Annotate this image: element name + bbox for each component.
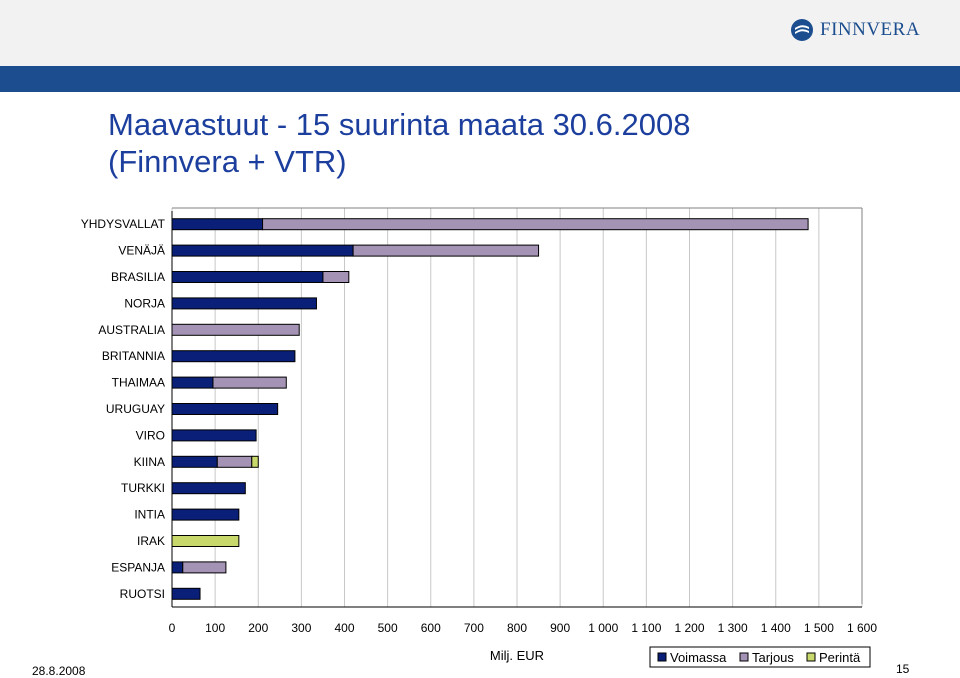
bar-segment [171,482,246,495]
x-tick-label: 1 200 [674,621,704,635]
x-tick-label: 1 600 [847,621,877,635]
bar-segment [216,455,253,468]
category-label: NORJA [124,296,165,310]
legend-swatch [657,652,667,662]
x-tick-label: 1 400 [761,621,791,635]
bar-segment [352,244,540,257]
legend-label: Voimassa [670,650,727,665]
slide-title: Maavastuut - 15 suurinta maata 30.6.2008… [108,106,690,180]
header-bar [0,66,960,92]
x-tick-label: 200 [248,621,268,635]
category-label: TURKKI [121,481,165,495]
x-tick-label: 500 [378,621,398,635]
title-line-2: (Finnvera + VTR) [108,144,347,179]
category-label: BRASILIA [111,270,165,284]
legend-label: Perintä [819,650,861,665]
category-label: VIRO [136,428,165,442]
legend-swatch [739,652,749,662]
bar-segment [171,376,214,389]
finnvera-logo: FINNVERA [790,18,920,42]
legend-swatch [806,652,816,662]
category-label: VENÄJÄ [118,244,165,258]
header: FINNVERA [0,0,960,92]
logo-text: FINNVERA [820,19,921,40]
x-tick-label: 1 000 [588,621,618,635]
bar-segment [171,403,279,415]
footer-date: 28.8.2008 [32,664,86,678]
bar-segment [322,271,350,283]
category-label: AUSTRALIA [98,323,165,337]
page-number: 15 [896,662,910,676]
bar-chart: YHDYSVALLAT VENÄJÄ BRASILIA NORJA AUSTRALIA B… [81,207,877,668]
legend-box [649,646,871,668]
x-tick-label: 300 [291,621,311,635]
category-label: INTIA [134,508,165,522]
x-tick-label: 700 [464,621,484,635]
bar-segment [212,376,287,389]
x-tick-label: 600 [421,621,441,635]
bar-segment [171,508,240,521]
bar-segment [171,587,201,600]
bar-segment [171,350,296,363]
finnvera-logo-icon [791,19,813,41]
bar-segment [171,561,184,574]
bar-segment [171,271,324,283]
bar-segment [171,429,257,442]
x-axis-title: Milj. EUR [490,648,544,663]
category-label: RUOTSI [120,587,165,601]
bar-segment [171,297,317,310]
bar-segment [171,244,354,257]
category-label: BRITANNIA [102,349,165,363]
bar-segment [171,535,240,547]
bar-segment [171,323,300,336]
category-label: THAIMAA [112,376,165,390]
x-tick-label: 900 [550,621,570,635]
category-label: IRAK [137,534,165,548]
x-tick-label: 0 [169,621,176,635]
x-tick-label: 1 300 [718,621,748,635]
bar-segment [171,218,264,231]
category-label: KIINA [134,455,165,469]
category-label: URUGUAY [106,402,165,416]
x-tick-label: 400 [334,621,354,635]
category-label: ESPANJA [111,560,165,574]
legend-label: Tarjous [752,650,794,665]
x-tick-label: 800 [507,621,527,635]
bar-segment [171,455,218,468]
bar-segment [262,218,809,231]
bar-segment [251,455,259,468]
x-tick-label: 100 [205,621,225,635]
category-label: YHDYSVALLAT [81,217,166,231]
x-tick-label: 1 500 [804,621,834,635]
bar-segment [182,561,227,574]
x-tick-label: 1 100 [631,621,661,635]
title-line-1: Maavastuut - 15 suurinta maata 30.6.2008 [108,107,691,142]
